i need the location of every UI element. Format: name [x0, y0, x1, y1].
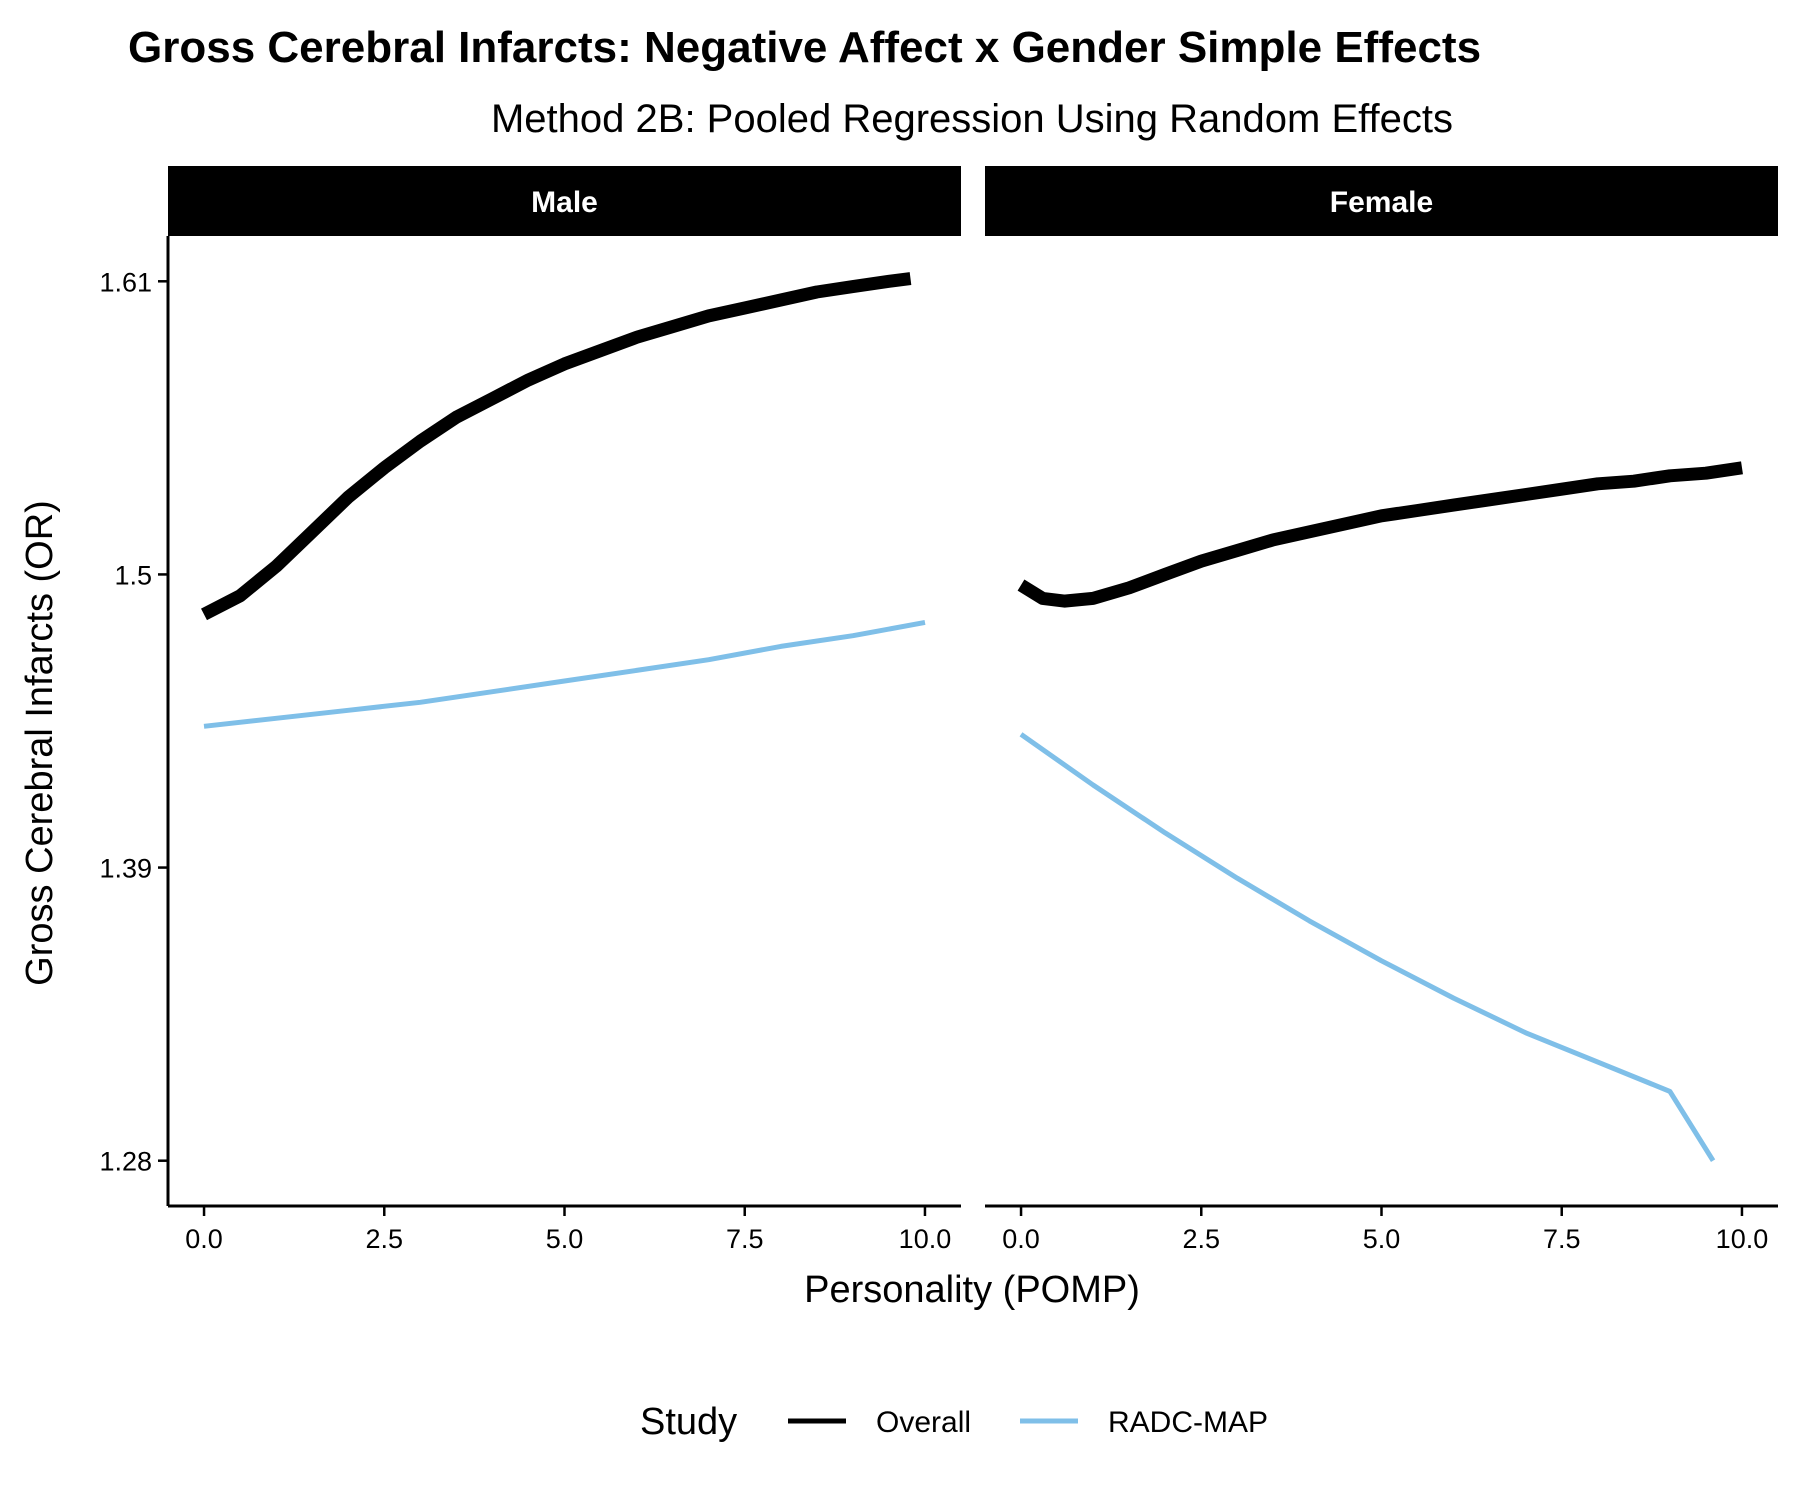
x-tick-label: 10.0: [1716, 1224, 1769, 1254]
x-tick-label: 0.0: [1002, 1224, 1040, 1254]
panels: Male 0.0 2.5 5.0 7.5 10.0 1.28 1.39 1.5 1.61 Femal…: [99, 166, 1778, 1254]
y-tick-label: 1.5: [114, 560, 152, 590]
x-tick-label: 7.5: [1543, 1224, 1581, 1254]
x-tick-label: 7.5: [726, 1224, 764, 1254]
facet-strip-label: Male: [531, 186, 598, 219]
y-tick-label: 1.28: [99, 1147, 152, 1177]
x-tick-label: 5.0: [1363, 1224, 1401, 1254]
y-tick-label: 1.61: [99, 267, 152, 297]
series-line-radc-map: [203, 619, 926, 729]
legend-label-radc-map: RADC-MAP: [1108, 1406, 1268, 1439]
legend: Study Overall RADC-MAP: [640, 1401, 1268, 1443]
x-tick-label: 10.0: [899, 1224, 952, 1254]
x-axis-title: Personality (POMP): [804, 1269, 1140, 1311]
x-tick-label: 0.0: [185, 1224, 223, 1254]
x-tick-label: 2.5: [1182, 1224, 1220, 1254]
y-tick-label: 1.39: [99, 854, 152, 884]
facet-strip: [168, 166, 961, 236]
facet-strip-label: Female: [1330, 186, 1433, 219]
y-axis-title: Gross Cerebral Infarcts (OR): [19, 500, 61, 986]
legend-label-overall: Overall: [876, 1406, 971, 1439]
chart-title: Gross Cerebral Infarcts: Negative Affect…: [128, 23, 1481, 72]
series-line-radc-map: [1019, 732, 1716, 1163]
panel-male: Male 0.0 2.5 5.0 7.5 10.0 1.28 1.39 1.5 1.61: [99, 166, 961, 1254]
facet-strip: [985, 166, 1778, 236]
series-line-overall: [201, 272, 912, 621]
panel-female: Female 0.0 2.5 5.0 7.5 10.0: [985, 166, 1778, 1254]
x-tick-label: 2.5: [365, 1224, 403, 1254]
series-line-overall: [1017, 461, 1743, 608]
chart-subtitle: Method 2B: Pooled Regression Using Rando…: [491, 97, 1453, 141]
legend-title: Study: [640, 1401, 737, 1443]
x-tick-label: 5.0: [546, 1224, 584, 1254]
